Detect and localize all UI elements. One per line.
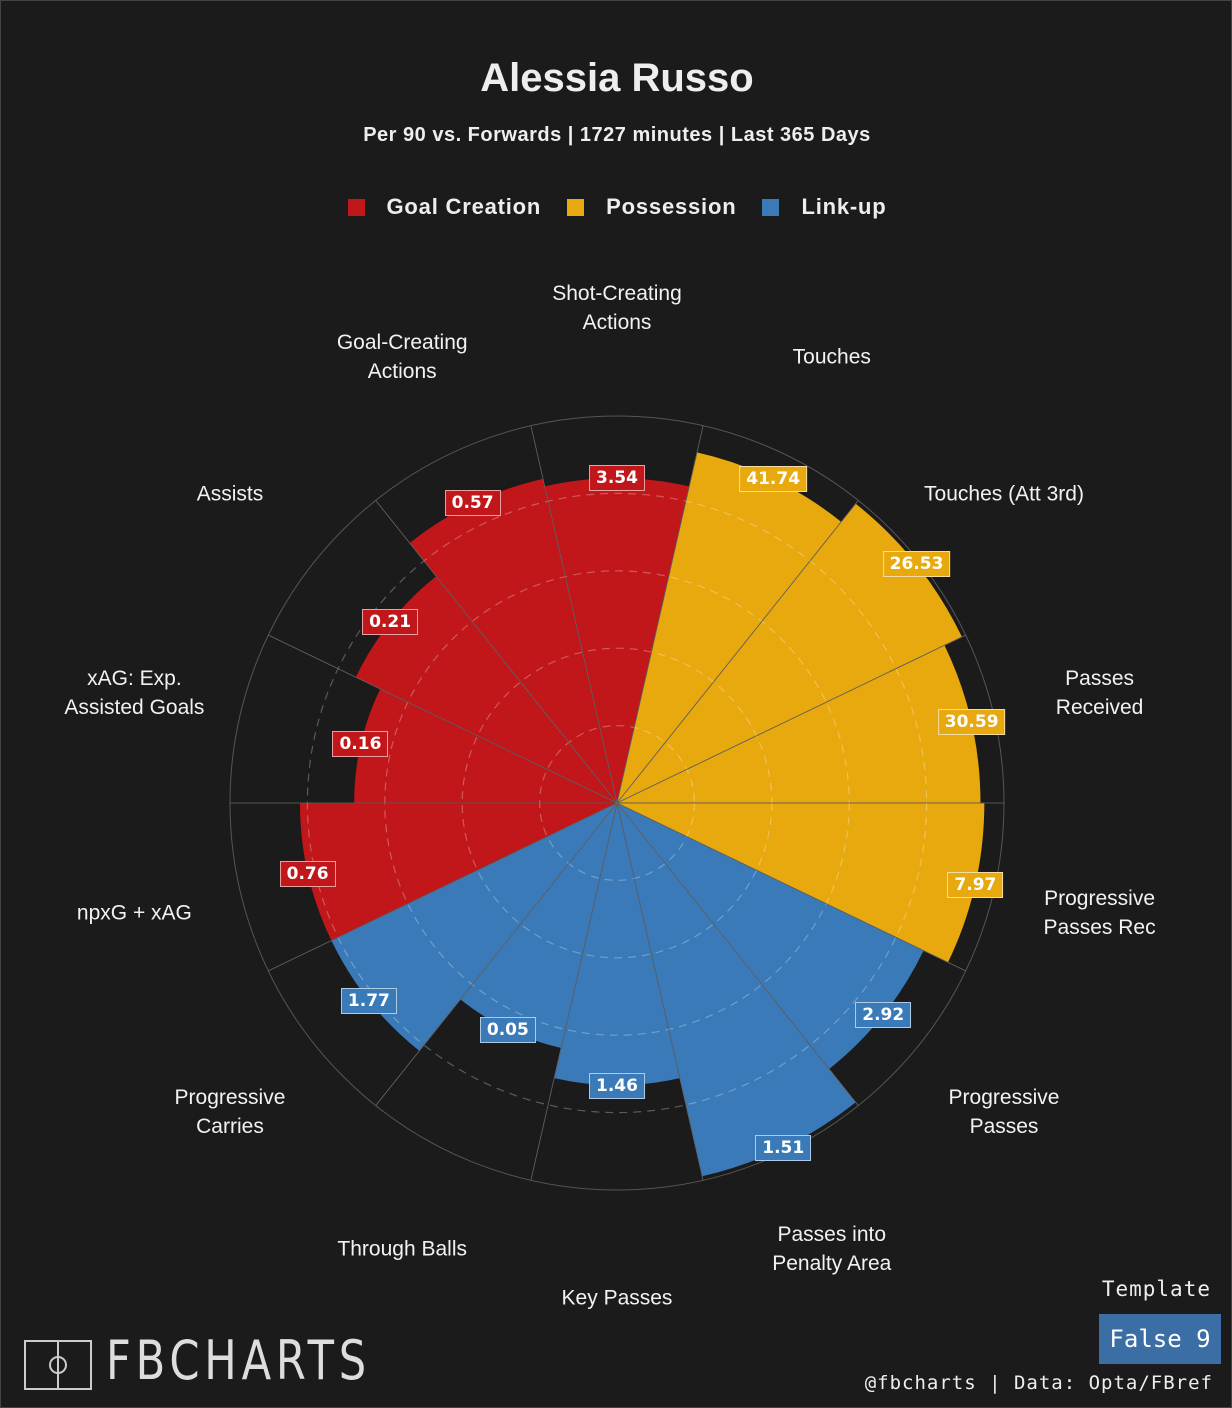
category-label: Progressive Passes Rec — [1043, 887, 1156, 940]
category-label: Key Passes — [561, 1286, 673, 1310]
spoke — [616, 802, 704, 1181]
value-label: 1.51 — [755, 1135, 812, 1162]
category-label: Touches — [792, 345, 871, 369]
legend-label: Link-up — [801, 194, 887, 219]
value-label: 0.21 — [362, 609, 419, 636]
category-label: xAG: Exp. Assisted Goals — [64, 666, 205, 719]
logo-icon — [24, 1340, 92, 1390]
spoke — [268, 634, 618, 804]
chart-subtitle: Per 90 vs. Forwards | 1727 minutes | Las… — [363, 124, 871, 146]
legend-label: Possession — [606, 194, 737, 219]
legend-label: Goal Creation — [386, 194, 542, 219]
category-label: Goal-Creating Actions — [336, 331, 468, 384]
chart-title: Alessia Russo — [480, 56, 754, 100]
value-label: 2.92 — [855, 1002, 912, 1029]
spoke — [616, 802, 859, 1106]
spoke — [375, 802, 618, 1106]
category-label: Passes Received — [1055, 666, 1144, 719]
spoke — [375, 500, 618, 804]
value-label: 1.77 — [340, 987, 397, 1014]
logo: FBCHARTS — [106, 1329, 372, 1392]
spoke — [530, 802, 618, 1181]
legend-item: Possession — [567, 194, 736, 220]
wedges — [299, 451, 985, 1177]
spoke — [616, 425, 704, 804]
spoke — [268, 802, 618, 972]
legend-swatch — [762, 198, 780, 216]
legend-swatch — [347, 198, 365, 216]
spoke — [616, 802, 966, 972]
category-label: npxG + xAG — [76, 901, 192, 925]
spoke — [530, 425, 618, 804]
category-label: Touches (Att 3rd) — [924, 482, 1084, 506]
category-label: Through Balls — [337, 1237, 467, 1261]
legend-item: Link-up — [762, 194, 886, 220]
spoke — [616, 500, 859, 804]
value-label: 0.16 — [332, 731, 389, 758]
value-label: 0.57 — [444, 490, 501, 517]
template-label: Template — [1101, 1277, 1211, 1301]
legend-swatch — [567, 198, 585, 216]
category-label: Shot-Creating Actions — [552, 282, 682, 334]
category-label: Passes into Penalty Area — [772, 1222, 892, 1275]
value-label: 7.97 — [947, 871, 1004, 898]
value-label: 41.74 — [739, 465, 808, 492]
value-label: 30.59 — [937, 709, 1006, 736]
value-label: 3.54 — [589, 464, 645, 491]
spoke — [616, 634, 966, 804]
value-label: 0.05 — [479, 1016, 536, 1043]
category-label: Assists — [196, 482, 264, 506]
category-label: Progressive Carries — [174, 1085, 286, 1138]
credit: @fbcharts | Data: Opta/FBref — [864, 1372, 1213, 1394]
value-label: 26.53 — [882, 551, 951, 578]
template-badge: False 9 — [1099, 1314, 1221, 1364]
value-label: 0.76 — [279, 860, 336, 887]
legend: Goal Creation Possession Link-up — [1, 194, 1231, 220]
value-label: 1.46 — [589, 1072, 645, 1099]
legend-item: Goal Creation — [347, 194, 542, 220]
category-label: Progressive Passes — [948, 1085, 1060, 1138]
